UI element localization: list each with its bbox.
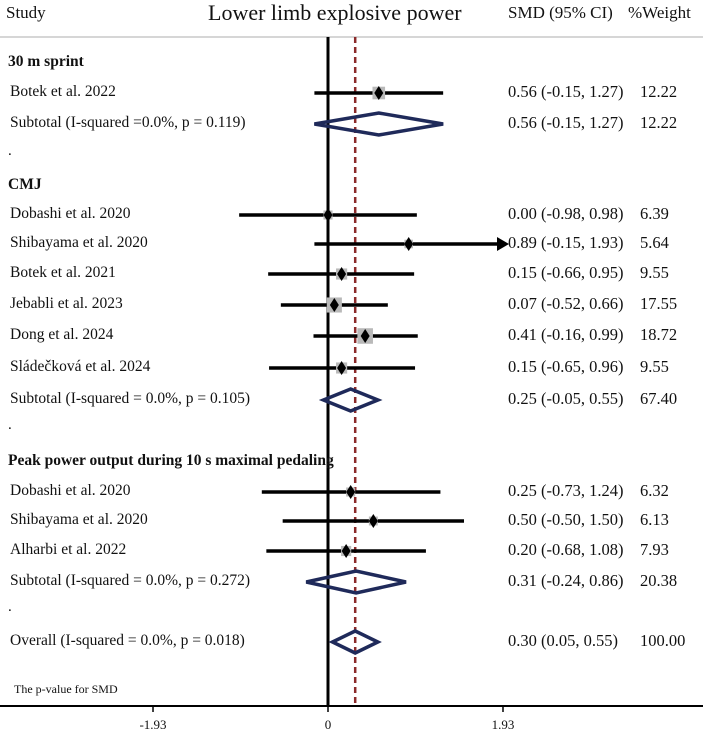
effect-ci-value: 0.31 (-0.24, 0.86) <box>508 571 624 590</box>
effect-ci-value: 0.15 (-0.66, 0.95) <box>508 263 624 282</box>
study-column-header: Study <box>6 3 46 22</box>
point-estimate <box>374 86 384 100</box>
weight-value: 9.55 <box>640 263 669 282</box>
weight-value: 6.13 <box>640 510 669 529</box>
point-estimate <box>323 208 333 222</box>
effect-ci-value: 0.56 (-0.15, 1.27) <box>508 113 624 132</box>
study-label: Botek et al. 2021 <box>10 264 116 281</box>
study-label: Alharbi et al. 2022 <box>10 541 127 558</box>
effect-ci-value: 0.56 (-0.15, 1.27) <box>508 82 624 101</box>
footnote: The p-value for SMD <box>14 682 118 696</box>
subtotal-label: Subtotal (I-squared = 0.0%, p = 0.272) <box>10 572 251 589</box>
smd-column-header: SMD (95% CI) <box>508 3 613 22</box>
subtotal-diamond <box>305 569 407 595</box>
point-estimate <box>337 361 347 375</box>
subtotal-diamond <box>318 387 383 413</box>
point-estimate <box>346 485 356 499</box>
study-label: Sládečková et al. 2024 <box>10 358 151 375</box>
x-tick-label: 0 <box>324 717 332 732</box>
ci-arrow <box>496 237 509 251</box>
section-heading: 30 m sprint <box>8 53 84 70</box>
weight-value: 20.38 <box>640 571 678 590</box>
effect-ci-value: 0.20 (-0.68, 1.08) <box>508 540 624 559</box>
weight-value: 12.22 <box>640 113 678 132</box>
study-label: Botek et al. 2022 <box>10 83 116 100</box>
effect-ci-value: 0.00 (-0.98, 0.98) <box>508 204 624 223</box>
effect-ci-value: 0.25 (-0.73, 1.24) <box>508 481 624 500</box>
weight-value: 7.93 <box>640 540 669 559</box>
overall-label: Overall (I-squared = 0.0%, p = 0.018) <box>10 632 245 649</box>
effect-ci-value: 0.50 (-0.50, 1.50) <box>508 510 624 529</box>
point-estimate <box>329 298 339 312</box>
point-estimate <box>368 514 378 528</box>
chart-title: Lower limb explosive power <box>208 0 462 25</box>
spacer-dot: . <box>8 417 12 433</box>
point-estimate <box>360 329 370 343</box>
weight-value: 18.72 <box>640 325 678 344</box>
section-heading: Peak power output during 10 s maximal pe… <box>8 452 334 469</box>
weight-value: 5.64 <box>640 233 669 252</box>
weight-value: 67.40 <box>640 389 678 408</box>
effect-ci-value: 0.89 (-0.15, 1.93) <box>508 233 624 252</box>
subtotal-label: Subtotal (I-squared = 0.0%, p = 0.105) <box>10 390 251 407</box>
spacer-dot: . <box>8 143 12 159</box>
weight-value: 6.32 <box>640 481 669 500</box>
spacer-dot: . <box>8 599 12 615</box>
effect-ci-value: 0.25 (-0.05, 0.55) <box>508 389 624 408</box>
point-estimate <box>337 267 347 281</box>
point-estimate <box>341 544 351 558</box>
study-label: Dong et al. 2024 <box>10 326 114 343</box>
study-label: Dobashi et al. 2020 <box>10 482 131 499</box>
weight-value: 12.22 <box>640 82 678 101</box>
section-heading: CMJ <box>8 176 42 193</box>
subtotal-diamond <box>314 111 444 137</box>
x-tick-label: -1.93 <box>139 717 167 732</box>
effect-ci-value: 0.30 (0.05, 0.55) <box>508 631 618 650</box>
study-label: Shibayama et al. 2020 <box>10 234 148 251</box>
effect-ci-value: 0.07 (-0.52, 0.66) <box>508 294 624 313</box>
weight-value: 6.39 <box>640 204 669 223</box>
weight-value: 17.55 <box>640 294 678 313</box>
study-label: Shibayama et al. 2020 <box>10 511 148 528</box>
x-tick-label: 1.93 <box>491 717 515 732</box>
study-label: Dobashi et al. 2020 <box>10 205 131 222</box>
study-label: Jebabli et al. 2023 <box>10 295 123 312</box>
weight-value: 100.00 <box>640 631 686 650</box>
overall-diamond <box>328 629 382 655</box>
weight-value: 9.55 <box>640 357 669 376</box>
effect-ci-value: 0.41 (-0.16, 0.99) <box>508 325 624 344</box>
point-estimate <box>404 237 414 251</box>
weight-column-header: %Weight <box>628 3 691 22</box>
effect-ci-value: 0.15 (-0.65, 0.96) <box>508 357 624 376</box>
subtotal-label: Subtotal (I-squared =0.0%, p = 0.119) <box>10 114 246 131</box>
